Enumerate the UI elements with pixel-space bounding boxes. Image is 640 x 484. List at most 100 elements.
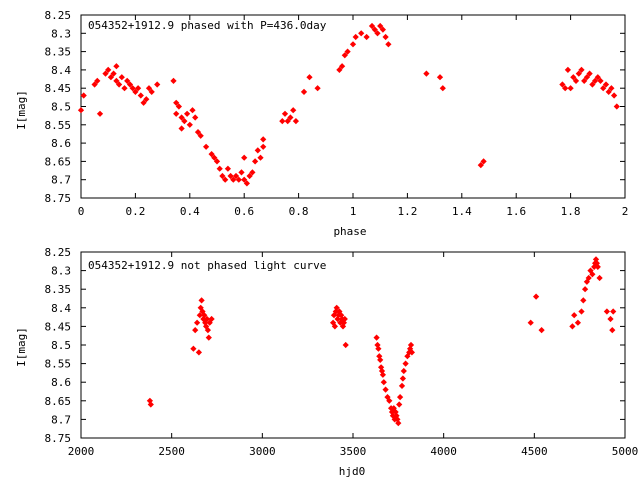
phased-data-point	[371, 26, 378, 33]
phased-data-point	[222, 176, 229, 183]
unphased-data-point	[580, 297, 587, 304]
phased-y-tick-label: 8.75	[45, 192, 72, 205]
unphased-data-point	[147, 401, 154, 408]
phased-y-tick-label: 8.25	[45, 9, 72, 22]
phased-data-point	[254, 147, 261, 154]
unphased-data-point-marker	[532, 293, 540, 300]
phased-data-point-marker	[80, 92, 87, 99]
phased-data-point-marker	[94, 77, 101, 85]
phased-data-point	[224, 165, 232, 172]
phased-data-point	[186, 121, 193, 128]
phased-data-point-marker	[480, 158, 487, 165]
phased-data-point-marker	[208, 150, 215, 158]
phased-data-point-marker	[349, 41, 357, 48]
phased-data-point-marker	[181, 117, 188, 125]
phased-data-point-marker	[178, 114, 185, 121]
phased-data-point	[118, 74, 125, 81]
phased-data-point	[249, 169, 256, 176]
unphased-data-point-marker	[574, 319, 582, 326]
unphased-x-tick-label: 5000	[612, 445, 639, 458]
unphased-data-point	[399, 375, 407, 382]
phased-data-point-marker	[178, 125, 185, 132]
unphased-data-point	[379, 371, 387, 378]
phased-y-tick-label: 8.55	[45, 119, 72, 132]
unphased-data-point-marker	[193, 319, 201, 326]
phased-data-point-marker	[110, 70, 117, 77]
phased-data-point	[480, 158, 487, 165]
unphased-data-point	[375, 345, 382, 352]
phased-data-point	[306, 74, 313, 81]
phased-data-point-marker	[126, 81, 134, 88]
unphased-data-point-marker	[408, 349, 416, 356]
phased-data-point	[126, 81, 134, 88]
phased-x-tick-label: 0.8	[289, 205, 309, 218]
unphased-data-point	[609, 326, 616, 334]
phased-data-point-marker	[567, 85, 574, 92]
phased-data-point	[292, 117, 300, 125]
phased-data-point-marker	[113, 77, 120, 85]
phased-data-point	[279, 117, 286, 125]
phased-data-point	[338, 63, 346, 70]
phased-data-point	[314, 85, 321, 92]
phased-data-point-marker	[564, 66, 572, 74]
phased-data-point	[241, 176, 248, 183]
unphased-data-point-marker	[386, 397, 393, 404]
phased-data-point-marker	[344, 48, 351, 55]
phased-data-point	[246, 172, 253, 180]
unphased-data-point	[581, 286, 589, 293]
unphased-x-axis-label: hjd0	[339, 465, 366, 478]
phased-data-point	[145, 85, 153, 92]
phased-data-point-marker	[219, 172, 226, 180]
phased-data-point-marker	[197, 132, 204, 139]
unphased-data-point	[198, 297, 205, 304]
unphased-data-point	[400, 367, 407, 375]
unphased-y-tick-label: 8.45	[45, 320, 72, 333]
phased-data-point-marker	[227, 172, 234, 180]
phased-data-point	[202, 143, 210, 150]
phased-data-point	[80, 92, 87, 99]
phased-data-point-marker	[306, 74, 313, 81]
phased-data-point	[610, 92, 618, 99]
phased-data-point-marker	[118, 74, 125, 81]
unphased-chart-title: 054352+1912.9 not phased light curve	[88, 259, 326, 272]
phased-data-point	[129, 85, 136, 92]
phased-x-tick-label: 0.4	[180, 205, 200, 218]
phased-data-point	[132, 88, 139, 96]
phased-x-axis-label: phase	[333, 225, 366, 238]
unphased-data-point	[331, 323, 339, 330]
phased-y-axis-label: I[mag]	[15, 90, 28, 130]
phased-y-tick-label: 8.5	[51, 101, 71, 114]
phased-data-point	[243, 180, 251, 187]
unphased-data-point-marker	[400, 367, 407, 375]
phased-data-point-marker	[338, 63, 346, 70]
unphased-data-point-marker	[538, 326, 545, 334]
phased-data-point-marker	[137, 92, 144, 99]
phased-data-point	[178, 125, 185, 132]
phased-data-point-marker	[336, 66, 343, 74]
phased-data-point-marker	[186, 121, 193, 128]
phased-data-point-marker	[241, 154, 248, 161]
phased-data-point	[213, 158, 221, 165]
phased-data-point	[336, 66, 343, 74]
unphased-data-point-marker	[382, 386, 389, 393]
phased-data-point-marker	[243, 180, 251, 187]
phased-data-point	[260, 143, 267, 150]
phased-data-point-marker	[352, 33, 359, 41]
phased-y-tick-label: 8.4	[51, 64, 71, 77]
phased-data-point-marker	[91, 81, 98, 88]
phased-data-point-marker	[189, 107, 196, 114]
phased-data-point	[257, 154, 264, 161]
unphased-data-point	[208, 315, 215, 323]
unphased-data-point	[571, 312, 578, 319]
phased-data-point-marker	[368, 22, 376, 30]
phased-data-point-marker	[246, 172, 253, 180]
phased-data-point-marker	[358, 30, 365, 37]
unphased-data-point-marker	[190, 345, 197, 352]
phased-data-point-marker	[279, 117, 286, 125]
unphased-data-point-marker	[398, 382, 406, 390]
phased-data-point-marker	[292, 117, 300, 125]
phased-data-point	[219, 172, 226, 180]
phased-data-point-marker	[105, 66, 112, 74]
phased-data-point-marker	[134, 85, 142, 92]
